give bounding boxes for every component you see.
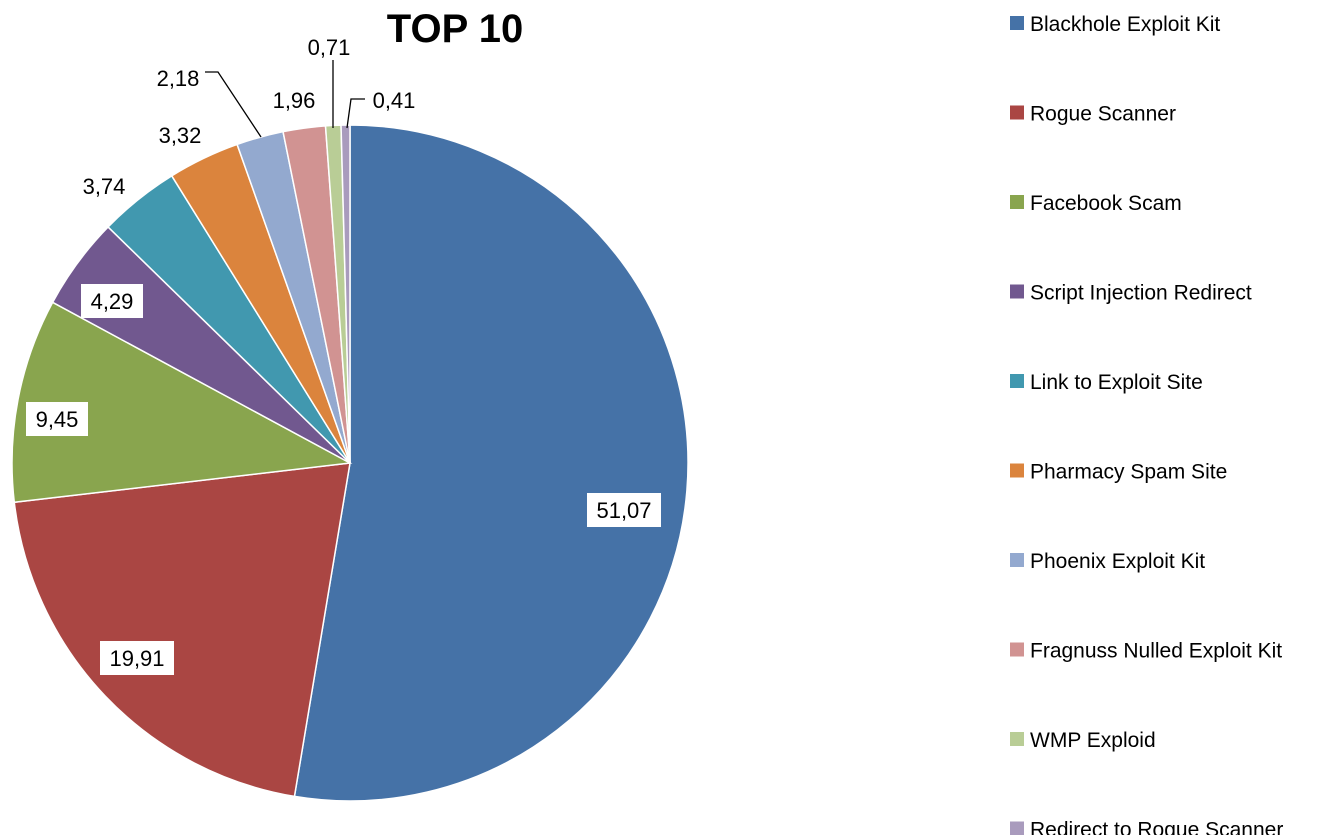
legend-swatch-wmp-exploid — [1010, 732, 1024, 746]
data-label-phoenix-exploit-kit: 2,18 — [157, 66, 200, 91]
legend-label-blackhole-exploit-kit: Blackhole Exploit Kit — [1030, 13, 1220, 36]
leader-lines — [205, 60, 365, 138]
legend-label-fragnuss-nulled-exploit-kit: Fragnuss Nulled Exploit Kit — [1030, 640, 1282, 663]
legend-swatch-phoenix-exploit-kit — [1010, 553, 1024, 567]
data-labels: 51,07 19,91 9,45 4,29 3,74 3,32 2,18 1,96 0,71 0,… — [26, 35, 661, 675]
legend-swatch-script-injection-redirect — [1010, 284, 1024, 299]
data-label-pharmacy-spam-site: 3,32 — [159, 123, 202, 148]
pie-slice-facebook-scam — [11, 301, 353, 504]
legend-label-link-to-exploit-site: Link to Exploit Site — [1030, 371, 1203, 394]
legend-swatch-pharmacy-spam-site — [1010, 463, 1024, 478]
legend-label-facebook-scam: Facebook Scam — [1030, 192, 1182, 215]
legend-label-phoenix-exploit-kit: Phoenix Exploit Kit — [1030, 550, 1205, 573]
legend-label-redirect-to-rogue-scanner: Redirect to Rogue Scanner — [1030, 819, 1283, 835]
data-label-script-injection-redirect: 4,29 — [91, 289, 134, 314]
legend-label-rogue-scanner: Rogue Scanner — [1030, 103, 1176, 126]
pie-slice-rogue-scanner — [13, 462, 351, 798]
legend-swatch-rogue-scanner — [1010, 105, 1024, 120]
leader-line-redirect-to-rogue-scanner — [346, 98, 365, 129]
legend-label-pharmacy-spam-site: Pharmacy Spam Site — [1030, 461, 1227, 484]
chart-title: TOP 10 — [387, 7, 523, 51]
legend-label-script-injection-redirect: Script Injection Redirect — [1030, 282, 1252, 305]
legend-swatch-link-to-exploit-site — [1010, 374, 1024, 388]
pie-slice-redirect-to-rogue-scanner — [340, 124, 351, 464]
legend-swatch-fragnuss-nulled-exploit-kit — [1010, 642, 1024, 657]
data-label-rogue-scanner: 19,91 — [109, 646, 164, 671]
data-label-box-script-injection-redirect — [81, 284, 143, 318]
data-label-link-to-exploit-site: 3,74 — [83, 174, 126, 199]
legend: Blackhole Exploit Kit Rogue Scanner Facebo… — [1010, 13, 1283, 835]
data-label-facebook-scam: 9,45 — [36, 407, 79, 432]
legend-swatch-blackhole-exploit-kit — [1010, 16, 1024, 30]
legend-label-wmp-exploid: WMP Exploid — [1030, 729, 1156, 752]
data-label-redirect-to-rogue-scanner: 0,41 — [373, 88, 416, 113]
pie-slices — [11, 124, 689, 802]
leader-line-phoenix-exploit-kit — [205, 71, 262, 138]
data-label-box-facebook-scam — [26, 402, 88, 436]
data-label-fragnuss-nulled-exploit-kit: 1,96 — [273, 88, 316, 113]
data-label-box-rogue-scanner — [100, 641, 174, 675]
pie-slice-blackhole-exploit-kit — [293, 124, 689, 802]
legend-swatch-redirect-to-rogue-scanner — [1010, 821, 1024, 835]
data-label-box-blackhole-exploit-kit — [587, 493, 661, 527]
data-label-wmp-exploid: 0,71 — [308, 35, 351, 60]
data-label-blackhole-exploit-kit: 51,07 — [596, 498, 651, 523]
legend-swatch-facebook-scam — [1010, 195, 1024, 209]
